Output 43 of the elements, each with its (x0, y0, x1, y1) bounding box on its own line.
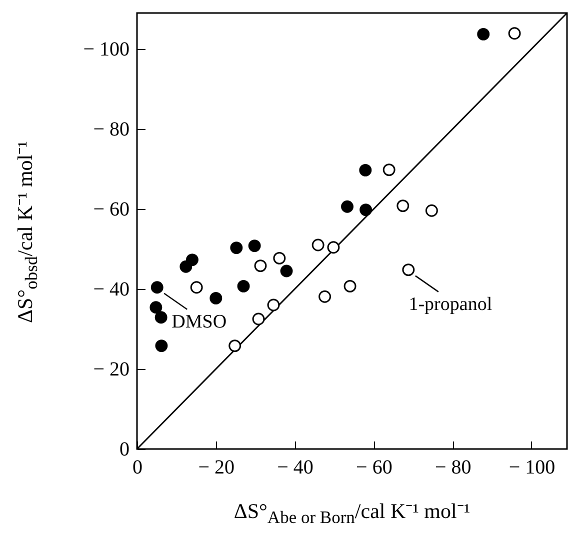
point (210, 292, 222, 304)
point (154, 311, 168, 324)
point (318, 290, 332, 303)
point (267, 298, 280, 312)
point (508, 27, 521, 40)
x-tick-label: − 20 (198, 456, 235, 478)
point (341, 200, 354, 213)
point (312, 238, 324, 252)
point (190, 281, 203, 294)
x-tick-label: − 80 (434, 456, 472, 478)
point (155, 340, 168, 352)
point (273, 252, 286, 264)
point (230, 242, 243, 254)
point (402, 264, 415, 276)
point (359, 164, 372, 176)
y-tick-label: − 60 (93, 198, 130, 220)
point (252, 312, 265, 326)
point (150, 281, 164, 294)
point (237, 280, 250, 292)
point (382, 164, 396, 176)
x-tick-label: − 100 (508, 456, 556, 478)
x-tick-label: − 60 (356, 456, 392, 478)
point (280, 264, 293, 278)
point (327, 241, 340, 254)
x-tick-label: − 40 (277, 456, 314, 478)
y-tick-label: 0 (120, 438, 130, 460)
point (186, 254, 198, 266)
y-tick-label: − 80 (93, 118, 130, 140)
annotation: DMSO (172, 311, 227, 332)
y-tick-label: − 20 (93, 358, 130, 380)
annotation: 1-propanol (408, 294, 492, 315)
point (150, 301, 162, 314)
point (248, 240, 261, 252)
y-tick-label: − 100 (83, 38, 130, 60)
point (228, 340, 242, 352)
point (477, 28, 490, 40)
y-tick-label: − 40 (93, 278, 130, 300)
x-axis-title: ΔS°$_{Abe or Born}$/cal K⁻¹ mol⁻¹ (234, 498, 470, 528)
point (254, 260, 267, 272)
point (425, 204, 438, 217)
point (360, 204, 372, 216)
point (344, 280, 356, 292)
point (396, 200, 410, 212)
